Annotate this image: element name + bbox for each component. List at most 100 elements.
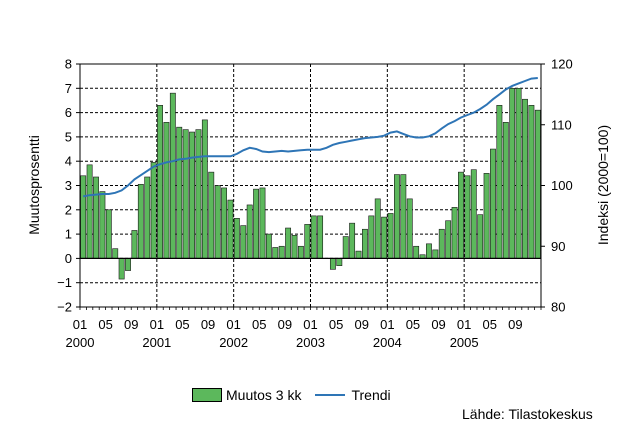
bar xyxy=(426,243,432,259)
bar xyxy=(201,119,208,259)
bar xyxy=(374,198,381,259)
bar xyxy=(451,207,458,259)
bar xyxy=(310,215,317,259)
x-month-label: 09 xyxy=(431,317,445,332)
left-axis-title: Muutosprosentti xyxy=(26,135,42,235)
bar xyxy=(387,213,394,259)
x-year-label: 2002 xyxy=(219,335,248,350)
bar xyxy=(144,176,151,259)
bar xyxy=(112,248,119,259)
bar xyxy=(502,122,509,259)
left-tick-label: 5 xyxy=(65,129,72,144)
x-month-label: 01 xyxy=(226,317,240,332)
bar xyxy=(464,175,471,259)
bar xyxy=(432,249,439,259)
bar xyxy=(496,105,503,259)
x-month-label: 05 xyxy=(406,317,420,332)
bar xyxy=(515,88,522,259)
bar xyxy=(86,164,93,259)
bar xyxy=(189,131,195,259)
left-tick-label: 3 xyxy=(65,178,72,193)
bar xyxy=(438,228,445,259)
bar xyxy=(336,258,343,266)
bar xyxy=(285,227,292,259)
legend-item-bars: Muutos 3 kk xyxy=(192,387,301,403)
legend-bar-swatch xyxy=(192,388,222,402)
right-axis-title: Indeksi (2000=100) xyxy=(595,125,611,245)
bar xyxy=(137,183,144,259)
x-year-label: 2000 xyxy=(66,335,95,350)
x-month-label: 01 xyxy=(380,317,394,332)
bar xyxy=(509,88,516,259)
bar xyxy=(522,98,528,259)
bar xyxy=(182,129,189,259)
bar xyxy=(445,220,452,259)
bar xyxy=(406,198,413,259)
trend-series xyxy=(83,77,538,198)
bar xyxy=(394,174,400,259)
bar xyxy=(329,258,336,270)
x-month-label: 01 xyxy=(457,317,471,332)
x-month-label: 01 xyxy=(73,317,87,332)
left-tick-label: 1 xyxy=(65,227,72,242)
bar xyxy=(118,258,125,280)
bar xyxy=(483,173,490,259)
bar xyxy=(400,174,407,259)
bar xyxy=(99,191,106,259)
trend-line xyxy=(83,77,538,198)
x-year-label: 2004 xyxy=(373,335,402,350)
left-tick-label: 2 xyxy=(65,202,72,217)
bar xyxy=(317,215,324,259)
x-month-label: 09 xyxy=(124,317,138,332)
x-month-label: 09 xyxy=(508,317,522,332)
bar xyxy=(458,171,464,259)
right-tick-label: 110 xyxy=(551,117,572,132)
right-tick-label: 100 xyxy=(551,178,573,193)
plot-frame xyxy=(79,63,542,308)
source-note: Lähde: Tilastokeskus xyxy=(462,406,593,422)
x-month-label: 09 xyxy=(278,317,292,332)
x-month-label: 05 xyxy=(483,317,497,332)
legend-line-label: Trendi xyxy=(351,387,391,403)
x-month-label: 09 xyxy=(354,317,368,332)
bar xyxy=(368,215,375,259)
bar xyxy=(131,230,138,259)
bar xyxy=(355,250,362,259)
left-y-axis: −2 −1 0 1 2 3 4 5 6 7 8 xyxy=(57,57,80,315)
legend-bar-label: Muutos 3 kk xyxy=(226,387,302,403)
bar xyxy=(253,188,260,259)
left-tick-label: 0 xyxy=(65,251,72,266)
bar xyxy=(272,247,279,259)
bar xyxy=(490,148,496,259)
bar xyxy=(157,105,163,259)
bar xyxy=(233,218,240,259)
x-month-label: 05 xyxy=(175,317,189,332)
x-year-label: 2001 xyxy=(142,335,171,350)
left-tick-label: 4 xyxy=(65,154,72,169)
bar xyxy=(265,233,272,259)
right-y-axis: 80 90 100 110 120 xyxy=(541,57,573,315)
bar xyxy=(477,214,484,259)
bar xyxy=(291,235,298,259)
left-tick-label: 6 xyxy=(65,105,72,120)
bar xyxy=(470,169,477,259)
bar xyxy=(259,187,266,259)
x-month-label: 05 xyxy=(329,317,343,332)
bar xyxy=(240,225,247,259)
bar xyxy=(169,92,176,259)
left-tick-label: −1 xyxy=(57,275,72,290)
bar xyxy=(342,236,349,259)
bar xyxy=(534,109,541,259)
left-tick-label: 8 xyxy=(65,57,72,72)
bar xyxy=(105,209,112,259)
left-tick-label: 7 xyxy=(65,81,72,96)
legend: Muutos 3 kk Trendi xyxy=(192,387,405,403)
bar xyxy=(93,176,99,259)
bar xyxy=(361,228,368,259)
right-tick-label: 90 xyxy=(551,239,565,254)
x-year-label: 2005 xyxy=(450,335,479,350)
bar xyxy=(80,175,87,259)
bar xyxy=(297,245,304,259)
bar xyxy=(349,222,356,259)
